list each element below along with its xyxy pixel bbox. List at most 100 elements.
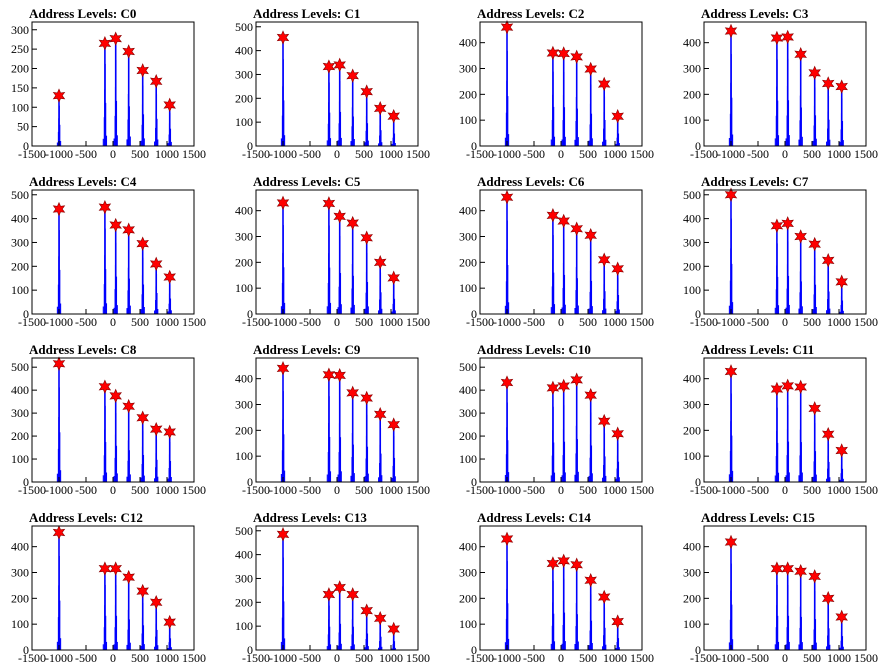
x-tick-label: 0 — [558, 147, 564, 161]
x-tick-label: -1000 — [717, 483, 745, 497]
y-tick-label: 400 — [235, 204, 253, 218]
x-tick-label: -500 — [299, 315, 321, 329]
y-tick-label: 0 — [247, 475, 253, 489]
x-tick-label: 500 — [355, 651, 373, 665]
y-tick-label: 300 — [683, 235, 701, 249]
x-tick-label: -1000 — [717, 315, 745, 329]
x-tick-label: -500 — [299, 651, 321, 665]
y-tick-label: 400 — [683, 540, 701, 554]
x-tick-label: 1000 — [603, 147, 627, 161]
peak-marker — [724, 187, 738, 203]
peak-marker — [570, 221, 583, 237]
peak-marker — [808, 65, 821, 81]
y-tick-label: 400 — [11, 383, 29, 397]
y-tick-label: 300 — [11, 566, 29, 580]
x-tick-label: -1500 — [18, 315, 46, 329]
panel-0: Address Levels: C0 0 50 100 150 200 250 300 -150… — [11, 6, 206, 161]
peak-marker — [122, 398, 135, 414]
peak-marker — [557, 213, 570, 229]
x-tick-label: -1500 — [18, 483, 46, 497]
peak-marker — [136, 236, 149, 251]
x-tick-label: 1000 — [827, 483, 851, 497]
y-tick-label: 300 — [459, 566, 477, 580]
y-tick-label: 300 — [11, 23, 29, 37]
x-tick-label: -1500 — [18, 147, 46, 161]
x-tick-label: -1500 — [242, 315, 270, 329]
y-tick-label: 0 — [471, 475, 477, 489]
y-tick-label: 0 — [471, 307, 477, 321]
peak-marker — [276, 30, 290, 45]
peak-marker — [109, 388, 122, 404]
x-tick-label: -1000 — [269, 483, 297, 497]
peak-marker — [835, 274, 848, 290]
peak-marker — [136, 63, 149, 78]
x-tick-label: -1500 — [690, 315, 718, 329]
peak-marker — [149, 256, 163, 272]
peak-marker — [163, 614, 176, 630]
peak-marker — [570, 557, 583, 573]
peak-marker — [500, 375, 514, 390]
y-tick-label: 0 — [247, 643, 253, 657]
x-tick-label: 1500 — [406, 483, 430, 497]
peak-marker — [835, 79, 848, 94]
x-tick-label: -1000 — [269, 315, 297, 329]
y-tick-label: 500 — [459, 360, 477, 374]
y-tick-label: 100 — [459, 281, 477, 295]
peak-marker — [611, 614, 624, 629]
y-tick-label: 300 — [235, 398, 253, 412]
peak-marker — [122, 222, 135, 238]
x-tick-label: -500 — [299, 147, 321, 161]
peak-marker — [109, 561, 122, 576]
y-tick-label: 200 — [11, 62, 29, 76]
peak-marker — [149, 594, 163, 610]
panel-2: Address Levels: C2 0 100 200 300 400 -1500 -100… — [459, 6, 654, 161]
peak-marker — [373, 611, 387, 626]
y-tick-label: 400 — [459, 383, 477, 397]
y-tick-label: 300 — [459, 406, 477, 420]
panel-title: Address Levels: C11 — [701, 342, 814, 357]
y-tick-label: 100 — [235, 619, 253, 633]
x-tick-label: -1500 — [690, 147, 718, 161]
peak-marker — [52, 525, 66, 540]
y-tick-label: 400 — [235, 372, 253, 386]
peak-marker — [557, 553, 570, 569]
x-tick-label: -1500 — [466, 315, 494, 329]
y-tick-label: 100 — [459, 113, 477, 127]
y-tick-label: 200 — [459, 591, 477, 605]
peak-marker — [98, 199, 112, 215]
x-tick-label: 1000 — [827, 651, 851, 665]
x-tick-label: -1500 — [690, 651, 718, 665]
panel-title: Address Levels: C8 — [29, 342, 137, 357]
x-tick-label: 1000 — [379, 651, 403, 665]
x-tick-label: 0 — [334, 651, 340, 665]
peak-marker — [52, 356, 66, 371]
y-tick-label: 100 — [683, 449, 701, 463]
y-tick-label: 0 — [695, 139, 701, 153]
y-tick-label: 200 — [459, 255, 477, 269]
y-tick-label: 0 — [695, 643, 701, 657]
y-tick-label: 0 — [23, 307, 29, 321]
peak-marker — [360, 84, 373, 99]
y-tick-label: 200 — [11, 429, 29, 443]
peak-marker — [724, 23, 738, 39]
y-tick-label: 0 — [695, 307, 701, 321]
x-tick-label: 500 — [131, 315, 149, 329]
peak-marker — [122, 569, 135, 585]
x-tick-label: 0 — [782, 147, 788, 161]
y-tick-label: 200 — [11, 259, 29, 273]
panel-title: Address Levels: C10 — [477, 342, 591, 357]
x-tick-label: 0 — [110, 483, 116, 497]
peak-marker — [781, 378, 794, 394]
x-tick-label: -500 — [523, 651, 545, 665]
y-tick-label: 400 — [683, 36, 701, 50]
y-tick-label: 300 — [11, 235, 29, 249]
peak-marker — [322, 367, 336, 383]
panel-title: Address Levels: C12 — [29, 510, 143, 525]
y-tick-label: 100 — [683, 113, 701, 127]
x-tick-label: 1500 — [182, 315, 206, 329]
peak-marker — [98, 561, 112, 576]
y-tick-label: 100 — [459, 452, 477, 466]
x-tick-label: -1000 — [493, 651, 521, 665]
x-tick-label: 1500 — [182, 483, 206, 497]
